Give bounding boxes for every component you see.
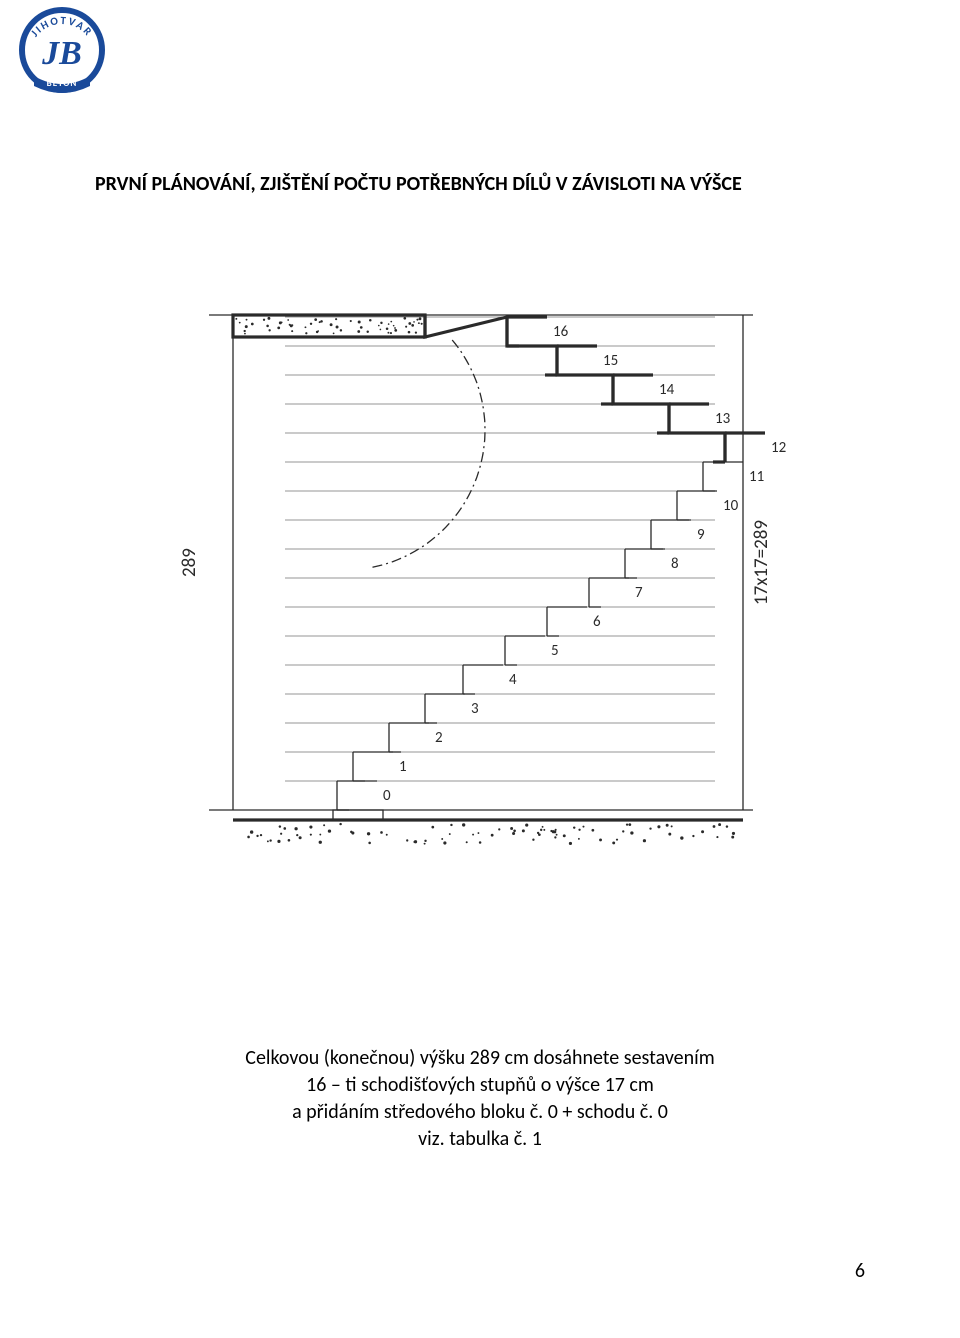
svg-text:16: 16 bbox=[553, 323, 569, 341]
page: JIHOTVARJBBETON PRVNÍ PLÁNOVÁNÍ, ZJIŠTĚN… bbox=[0, 0, 960, 1338]
svg-text:3: 3 bbox=[471, 700, 479, 718]
svg-text:BETON: BETON bbox=[47, 78, 78, 89]
caption-line-3: a přidáním středového bloku č. 0 + schod… bbox=[0, 1099, 960, 1126]
svg-text:4: 4 bbox=[509, 671, 517, 689]
svg-text:1: 1 bbox=[399, 758, 407, 776]
svg-text:5: 5 bbox=[551, 642, 559, 660]
svg-text:8: 8 bbox=[671, 555, 679, 573]
svg-text:289: 289 bbox=[178, 548, 201, 577]
svg-text:12: 12 bbox=[771, 439, 786, 457]
caption-line-4: viz. tabulka č. 1 bbox=[0, 1126, 960, 1153]
caption-line-1: Celkovou (konečnou) výšku 289 cm dosáhne… bbox=[0, 1045, 960, 1072]
svg-text:9: 9 bbox=[697, 526, 705, 544]
svg-text:15: 15 bbox=[603, 352, 618, 370]
svg-text:6: 6 bbox=[593, 613, 601, 631]
svg-text:JB: JB bbox=[41, 35, 82, 72]
page-number: 6 bbox=[855, 1259, 865, 1283]
svg-text:0: 0 bbox=[383, 787, 391, 805]
svg-text:11: 11 bbox=[749, 468, 764, 486]
svg-text:7: 7 bbox=[635, 584, 643, 602]
svg-text:10: 10 bbox=[723, 497, 739, 515]
page-heading: PRVNÍ PLÁNOVÁNÍ, ZJIŠTĚNÍ POČTU POTŘEBNÝ… bbox=[95, 172, 742, 196]
logo: JIHOTVARJBBETON bbox=[14, 6, 110, 103]
svg-text:17x17=289: 17x17=289 bbox=[750, 520, 773, 605]
svg-text:14: 14 bbox=[659, 381, 675, 399]
stair-diagram: 28917x17=289012345678910111213141516 bbox=[155, 280, 805, 880]
svg-text:13: 13 bbox=[715, 410, 731, 428]
caption-line-2: 16 – ti schodišťových stupňů o výšce 17 … bbox=[0, 1072, 960, 1099]
caption-block: Celkovou (konečnou) výšku 289 cm dosáhne… bbox=[0, 1045, 960, 1153]
svg-text:2: 2 bbox=[435, 729, 443, 747]
